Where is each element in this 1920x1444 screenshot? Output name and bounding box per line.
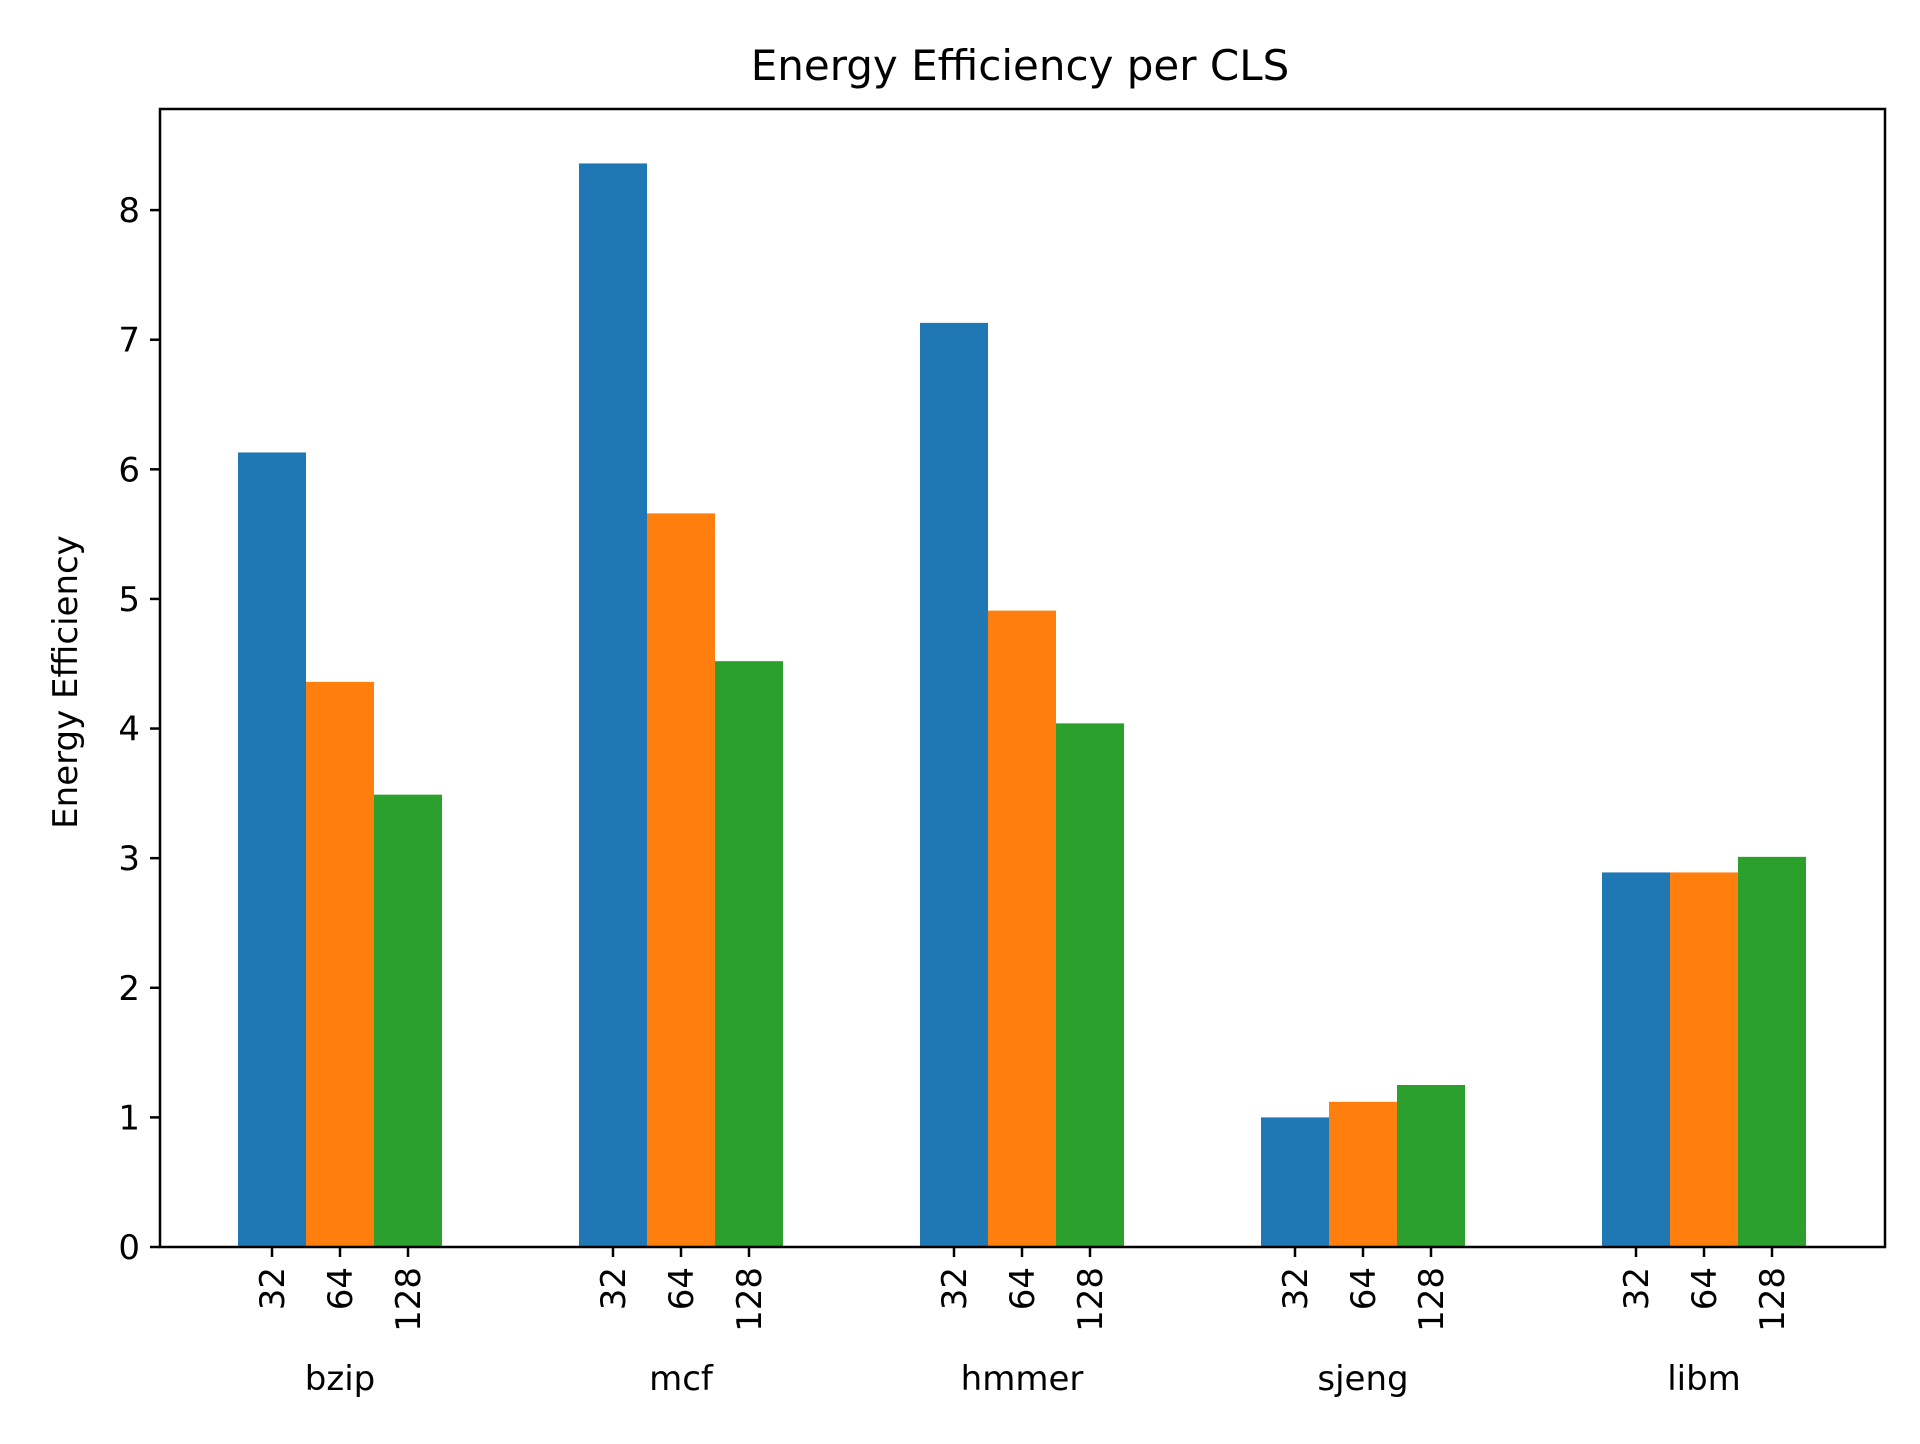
x-axis-ticks: 32 64 128 bzip 32 64 128 mcf 32 64 128 hmmer 32 64 128… bbox=[253, 1247, 1793, 1399]
x-tick-label-bzip-32: 32 bbox=[253, 1267, 293, 1310]
y-tick-label: 7 bbox=[118, 321, 140, 361]
x-tick-label-libm-32: 32 bbox=[1617, 1267, 1657, 1310]
x-tick-label-libm-64: 64 bbox=[1685, 1267, 1725, 1310]
plot-frame bbox=[158, 107, 1887, 1249]
y-axis-label: Energy Efficiency bbox=[46, 535, 86, 829]
x-tick-label-bzip-128: 128 bbox=[389, 1267, 429, 1332]
x-tick-label-mcf-128: 128 bbox=[730, 1267, 770, 1332]
bar-hmmer-64 bbox=[988, 610, 1056, 1247]
x-tick-label-mcf-32: 32 bbox=[594, 1267, 634, 1310]
y-tick-label: 5 bbox=[118, 580, 140, 620]
y-tick-label: 0 bbox=[118, 1228, 140, 1268]
category-label-sjeng: sjeng bbox=[1317, 1359, 1408, 1399]
x-tick-label-sjeng-128: 128 bbox=[1412, 1267, 1452, 1332]
y-tick-label: 8 bbox=[118, 191, 140, 231]
x-tick-label-hmmer-32: 32 bbox=[935, 1267, 975, 1310]
bar-libm-128 bbox=[1738, 856, 1806, 1247]
x-tick-label-hmmer-64: 64 bbox=[1003, 1267, 1043, 1310]
bar-sjeng-64 bbox=[1329, 1101, 1397, 1247]
bar-mcf-128 bbox=[715, 661, 783, 1247]
y-tick-label: 4 bbox=[118, 710, 140, 750]
chart-title: Energy Efficiency per CLS bbox=[751, 41, 1290, 90]
y-tick-label: 6 bbox=[118, 450, 140, 490]
bar-mcf-64 bbox=[647, 513, 715, 1247]
bar-bzip-64 bbox=[306, 681, 374, 1247]
x-tick-label-hmmer-128: 128 bbox=[1071, 1267, 1111, 1332]
x-tick-label-mcf-64: 64 bbox=[662, 1267, 702, 1310]
y-axis-ticks: 0 1 2 3 4 5 6 7 8 bbox=[118, 191, 160, 1268]
category-label-bzip: bzip bbox=[305, 1359, 375, 1399]
x-tick-label-sjeng-32: 32 bbox=[1276, 1267, 1316, 1310]
bar-sjeng-128 bbox=[1397, 1084, 1465, 1247]
bar-bzip-32 bbox=[238, 452, 306, 1247]
category-label-hmmer: hmmer bbox=[961, 1359, 1084, 1399]
bar-libm-32 bbox=[1602, 872, 1670, 1247]
bar-mcf-32 bbox=[579, 163, 647, 1247]
x-tick-label-libm-128: 128 bbox=[1753, 1267, 1793, 1332]
bar-hmmer-128 bbox=[1056, 723, 1124, 1247]
bar-libm-64 bbox=[1670, 872, 1738, 1247]
category-label-libm: libm bbox=[1667, 1359, 1741, 1399]
y-tick-label: 3 bbox=[118, 839, 140, 879]
y-tick-label: 1 bbox=[118, 1098, 140, 1138]
bar-hmmer-32 bbox=[920, 322, 988, 1247]
bar-bzip-128 bbox=[374, 794, 442, 1247]
bar-sjeng-32 bbox=[1261, 1117, 1329, 1247]
category-label-mcf: mcf bbox=[649, 1359, 714, 1399]
x-tick-label-bzip-64: 64 bbox=[321, 1267, 361, 1310]
bars-layer bbox=[238, 163, 1806, 1247]
x-tick-label-sjeng-64: 64 bbox=[1344, 1267, 1384, 1310]
y-tick-label: 2 bbox=[118, 969, 140, 1009]
